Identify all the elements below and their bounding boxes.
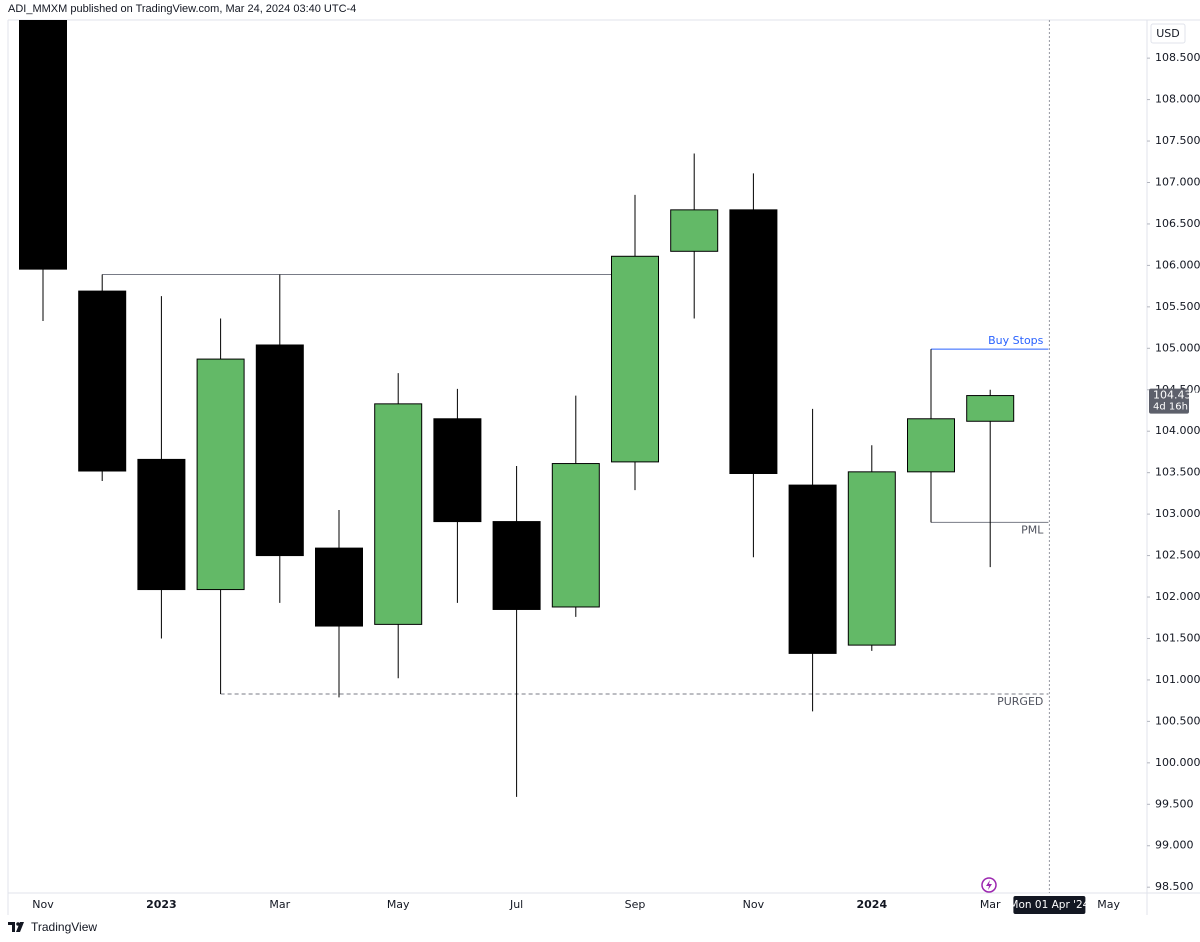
candle-body	[907, 418, 955, 473]
candle-body	[670, 209, 719, 252]
y-tick-label: 102.500	[1155, 549, 1200, 562]
x-tick-label: Sep	[625, 898, 646, 911]
events-icon-bolt	[986, 880, 992, 890]
y-tick-label: 100.500	[1155, 714, 1200, 727]
y-tick-label: 107.000	[1155, 175, 1200, 188]
y-tick-label: 106.000	[1155, 258, 1200, 271]
y-tick-label: 103.500	[1155, 466, 1200, 479]
y-tick-label: 103.000	[1155, 507, 1200, 520]
candle-body	[315, 547, 363, 627]
y-tick-label: 101.000	[1155, 673, 1200, 686]
candle-body	[551, 463, 600, 608]
y-tick-label: 106.500	[1155, 217, 1200, 230]
x-tick-label: May	[387, 898, 410, 911]
x-tick-label: Nov	[32, 898, 54, 911]
level-label: Buy Stops	[988, 334, 1044, 347]
y-tick-label: 100.000	[1155, 756, 1200, 769]
y-tick-label: 98.500	[1155, 880, 1194, 893]
level-label: PURGED	[997, 695, 1043, 708]
y-tick-label: 99.500	[1155, 797, 1194, 810]
chart: USD 98.500 99.000 99.500 100.000 100.500 101.…	[7, 19, 1200, 915]
currency: USD	[1156, 27, 1180, 40]
candle-body	[19, 20, 67, 270]
candle-body	[729, 209, 778, 474]
candle-body	[611, 255, 659, 463]
candle-body	[196, 358, 245, 591]
tv-logo	[8, 922, 24, 932]
plot-area	[19, 20, 1050, 893]
y-tick-label: 108.000	[1155, 93, 1200, 106]
x-tick-label: Mar	[269, 898, 290, 911]
last-price: 104.430	[1153, 389, 1199, 402]
x-tick-label: Jul	[509, 898, 523, 911]
candle-body	[966, 395, 1015, 422]
crosshair-time: Mon 01 Apr '24	[1009, 899, 1089, 911]
candle-body	[788, 484, 837, 654]
y-tick-label: 105.000	[1155, 341, 1200, 354]
brand: TradingView	[31, 920, 98, 934]
candle-body	[433, 418, 482, 523]
last-price-box	[1149, 388, 1189, 414]
candle-body	[255, 344, 304, 557]
y-tick-label: 104.000	[1155, 424, 1200, 437]
x-tick-label: 2024	[856, 898, 887, 911]
x-tick-label: Nov	[743, 898, 765, 911]
countdown: 4d 16h	[1153, 402, 1188, 413]
candle-body	[137, 458, 186, 591]
candle-body	[492, 521, 541, 610]
x-tick-label: Mar	[980, 898, 1001, 911]
y-tick-label: 99.000	[1155, 839, 1194, 852]
footer: TradingView	[8, 920, 97, 934]
y-tick-label: 101.500	[1155, 631, 1200, 644]
level-label: PML	[1021, 523, 1044, 536]
candle-body	[78, 290, 127, 472]
publish-info: ADI_MMXM published on TradingView.com, M…	[8, 3, 357, 15]
y-tick-label: 107.500	[1155, 134, 1200, 147]
y-tick-label: 102.000	[1155, 590, 1200, 603]
currency-box[interactable]	[1150, 23, 1186, 44]
x-tick-label: May	[1097, 898, 1120, 911]
x-tick-label: 2023	[146, 898, 177, 911]
events-icon[interactable]	[981, 877, 997, 893]
candle-body	[847, 471, 896, 646]
y-tick-label: 108.500	[1155, 51, 1200, 64]
y-tick-label: 105.500	[1155, 300, 1200, 313]
candle-body	[374, 403, 423, 625]
crosshair-time-box	[1013, 896, 1086, 914]
